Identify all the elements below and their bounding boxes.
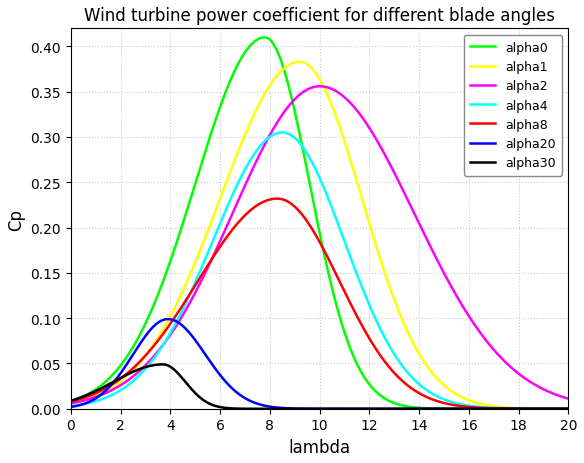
alpha20 xyxy=(68,404,75,410)
alpha2 xyxy=(459,304,466,310)
alpha1 xyxy=(296,60,303,65)
alpha30 xyxy=(68,398,75,404)
alpha0 xyxy=(459,406,466,412)
alpha20 xyxy=(93,395,100,401)
Line: alpha20: alpha20 xyxy=(71,319,568,409)
alpha4 xyxy=(550,406,557,412)
alpha8 xyxy=(68,399,75,404)
alpha1 xyxy=(565,406,572,412)
Line: alpha30: alpha30 xyxy=(71,364,568,409)
alpha4 xyxy=(296,141,303,147)
alpha0 xyxy=(68,399,75,404)
Title: Wind turbine power coefficient for different blade angles: Wind turbine power coefficient for diffe… xyxy=(84,7,555,25)
alpha30 xyxy=(310,406,317,412)
Line: alpha8: alpha8 xyxy=(71,199,568,409)
alpha30 xyxy=(159,362,166,367)
alpha20 xyxy=(550,406,557,412)
alpha8 xyxy=(310,228,317,234)
alpha8 xyxy=(459,404,466,409)
alpha0 xyxy=(262,36,269,41)
alpha8 xyxy=(274,196,281,202)
alpha4 xyxy=(93,398,100,404)
alpha1 xyxy=(310,68,317,73)
Line: alpha2: alpha2 xyxy=(71,87,568,403)
alpha2 xyxy=(296,93,303,98)
alpha0 xyxy=(551,406,558,412)
alpha4 xyxy=(68,403,75,409)
alpha1 xyxy=(459,395,466,400)
alpha20 xyxy=(551,406,558,412)
alpha20 xyxy=(565,406,572,412)
alpha0 xyxy=(296,133,303,138)
alpha8 xyxy=(93,390,100,396)
Y-axis label: Cp: Cp xyxy=(7,208,25,230)
alpha8 xyxy=(551,406,558,412)
Line: alpha0: alpha0 xyxy=(71,38,568,409)
alpha20 xyxy=(296,406,303,412)
alpha2 xyxy=(68,400,75,406)
alpha2 xyxy=(550,391,557,397)
alpha0 xyxy=(93,386,100,392)
alpha30 xyxy=(93,388,100,394)
alpha4 xyxy=(565,406,572,412)
alpha20 xyxy=(459,406,466,412)
Line: alpha1: alpha1 xyxy=(71,63,568,409)
alpha4 xyxy=(459,402,466,407)
alpha0 xyxy=(310,198,317,204)
Legend: alpha0, alpha1, alpha2, alpha4, alpha8, alpha20, alpha30: alpha0, alpha1, alpha2, alpha4, alpha8, … xyxy=(464,36,562,176)
alpha1 xyxy=(93,393,100,399)
alpha8 xyxy=(550,406,557,412)
alpha30 xyxy=(459,406,466,412)
alpha0 xyxy=(565,406,572,412)
alpha1 xyxy=(550,406,557,412)
alpha20 xyxy=(310,406,317,412)
alpha30 xyxy=(296,406,303,412)
alpha30 xyxy=(550,406,557,412)
alpha8 xyxy=(565,406,572,412)
alpha2 xyxy=(565,396,572,401)
alpha30 xyxy=(565,406,572,412)
Line: alpha4: alpha4 xyxy=(71,133,568,409)
alpha2 xyxy=(551,391,558,397)
alpha4 xyxy=(310,162,317,168)
alpha4 xyxy=(279,131,286,136)
alpha4 xyxy=(551,406,558,412)
alpha2 xyxy=(317,84,324,90)
alpha30 xyxy=(551,406,558,412)
alpha2 xyxy=(310,85,317,91)
alpha2 xyxy=(93,394,100,400)
X-axis label: lambda: lambda xyxy=(288,438,351,456)
alpha20 xyxy=(165,317,172,322)
alpha1 xyxy=(68,400,75,406)
alpha1 xyxy=(551,406,558,412)
alpha0 xyxy=(550,406,557,412)
alpha1 xyxy=(296,60,303,65)
alpha8 xyxy=(296,210,303,215)
